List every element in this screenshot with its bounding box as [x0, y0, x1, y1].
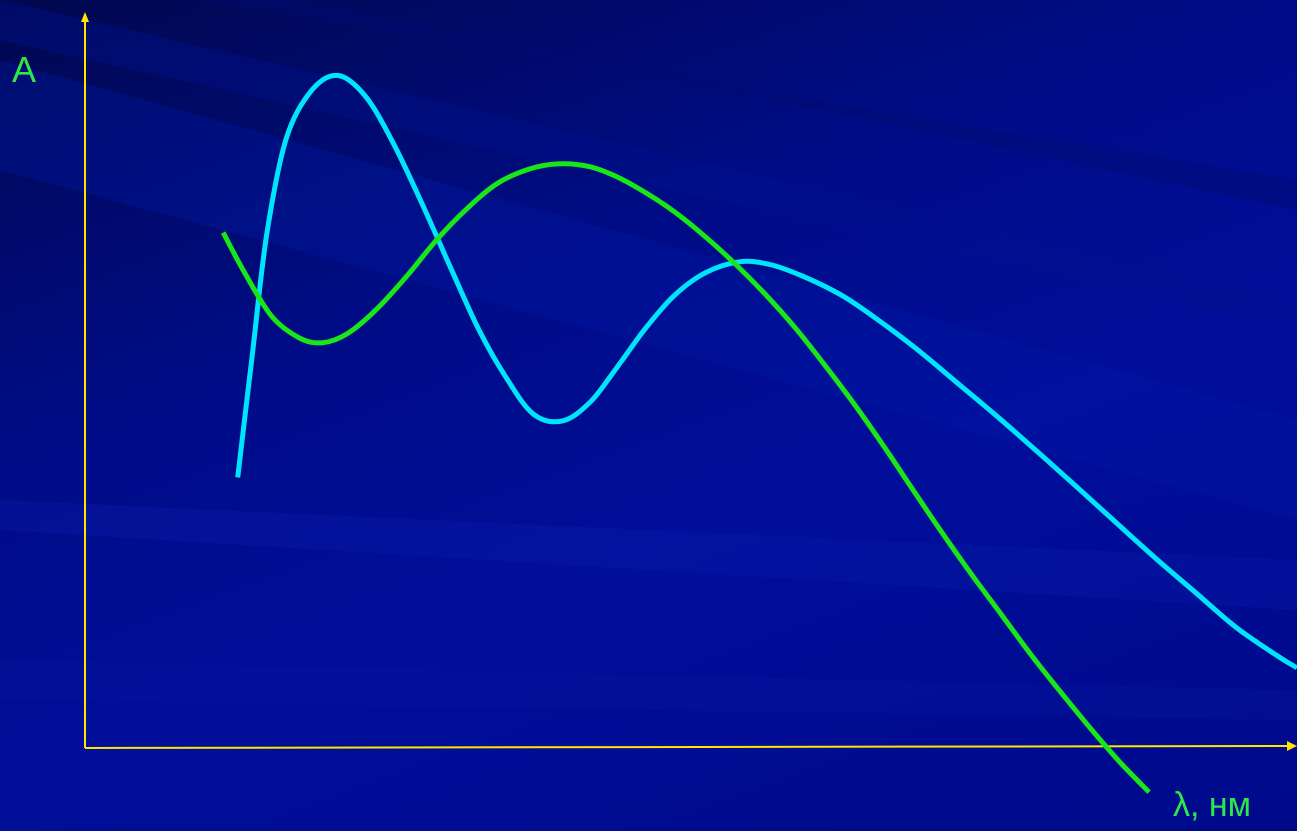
background-streak: [0, 0, 1297, 330]
y-axis-label: A: [12, 49, 37, 90]
background-streak: [0, 500, 1297, 610]
series-layer: [220, 72, 1297, 794]
series-line-1: [235, 72, 1297, 670]
x-axis-label: λ, нм: [1172, 786, 1251, 824]
axes: [81, 12, 1297, 751]
x-axis-arrowhead: [1287, 741, 1297, 751]
x-axis: [84, 745, 1290, 749]
background-streak: [0, 660, 1297, 720]
series-line-2: [220, 161, 1151, 794]
y-axis-arrowhead: [81, 12, 89, 22]
background-streak: [0, 60, 1297, 520]
